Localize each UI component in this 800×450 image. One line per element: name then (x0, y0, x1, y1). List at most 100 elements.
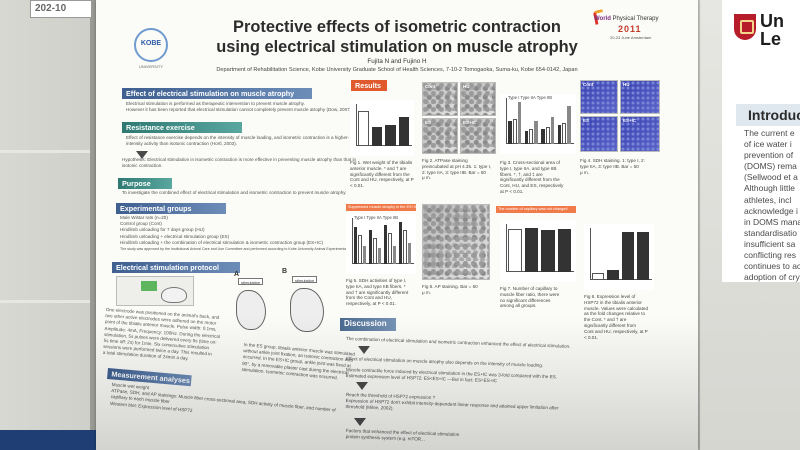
booth-panel-left: 202-10 (0, 0, 96, 450)
section-text-groups: Male Wistar rats (n=20) Control group (C… (120, 215, 360, 252)
chart-bar (354, 227, 358, 264)
fig1-wet-weight-chart (350, 100, 414, 156)
down-arrow-icon (358, 346, 370, 354)
fig5-legend: Type I Type IIA Type IIB (354, 215, 399, 220)
wpt-2011-logo: World Physical Therapy 2011 20-23 June A… (592, 8, 658, 42)
neighbor-poster (722, 0, 800, 282)
chart-bar (592, 272, 604, 280)
fig4-sdh-cont-image: Cont (580, 80, 618, 114)
poster-authors: Fujita N and Fujino H (367, 58, 427, 65)
leg-diagram-b (290, 288, 324, 332)
section-text-purpose: To investigate the combined effect of el… (122, 190, 347, 195)
discussion-step-4: Reach the threshold of HSP72 expression … (345, 392, 559, 412)
chart-bar (508, 120, 512, 144)
chart-bar (524, 228, 538, 272)
chart-bar (377, 248, 381, 264)
chart-bar (550, 116, 555, 144)
chart-bar (508, 229, 522, 272)
fig6-ap-staining-image (422, 204, 490, 280)
section-heading-effect-es: Effect of electrical stimulation on musc… (122, 88, 312, 99)
chart-bar (407, 243, 411, 264)
chart-bar (384, 224, 388, 264)
chart-bar (541, 129, 545, 144)
neighbor-poster-intro-heading: Introduc (736, 104, 800, 126)
down-arrow-icon (136, 151, 148, 159)
schematic-label-b: B (282, 268, 288, 275)
university-crest-icon (734, 14, 756, 40)
poster-title-line-1: Protective effects of isometric contract… (233, 18, 561, 36)
chart-bar (371, 127, 382, 146)
chart-bar (529, 129, 534, 144)
chart-bar (607, 270, 619, 280)
chart-bar (362, 245, 366, 264)
fig4-sdh-esic-image: ES+IC (620, 116, 660, 152)
chart-bar (545, 127, 550, 144)
section-heading-purpose: Purpose (118, 178, 172, 189)
down-arrow-icon (354, 418, 366, 426)
fig5-caption: Fig 5. SDH activities of type I, type II… (346, 278, 409, 307)
fig4-caption: Fig 4. SDH staining. 1: type I, 2: type … (580, 158, 645, 175)
section-heading-groups: Experimental groups (116, 203, 226, 214)
chart-bar (392, 245, 396, 264)
section-heading-discussion: Discussion (340, 318, 396, 331)
research-poster: KOBE UNIVERSITY World Physical Therapy 2… (96, 0, 698, 450)
fig3-legend: Type I Type IIA Type IIB (508, 95, 553, 100)
fig4-sdh-hu-image: HU (620, 80, 660, 114)
chart-bar (524, 131, 529, 144)
neighbor-poster-university: Un Le (760, 11, 784, 49)
chart-bar (388, 232, 392, 264)
hypothesis-text: Hypothesis: Electrical stimulation in is… (122, 157, 357, 169)
fig4-sdh-es-image: ES (580, 116, 618, 152)
fig7-capillary-ratio-chart (500, 220, 576, 282)
section-heading-es-protocol: Electrical stimulation protocol (112, 262, 240, 273)
neighbor-poster-intro-text: The current e of ice water i prevention … (744, 128, 800, 283)
results-highlight-tag-1: Suppressed muscle atrophy in the ES+IC g… (346, 204, 416, 211)
down-arrow-icon (356, 382, 368, 390)
fig8-caption: Fig 8. Expression level of HSP72 in the … (584, 294, 649, 340)
fig2-atpase-esic-image: ES+IC (460, 118, 496, 154)
chart-bar (557, 228, 571, 272)
chart-bar (358, 235, 362, 264)
poster-title-line-2: using electrical stimulation on muscle a… (216, 38, 578, 56)
section-text-measurement: Muscle wet weight ATPase, SDH, and AP st… (109, 382, 336, 413)
fig2-caption: Fig 2. ATPase staining preincubated at p… (422, 158, 492, 181)
chart-bar (373, 237, 377, 264)
poster-affiliation: Department of Rehabilitation Science, Ko… (216, 67, 578, 73)
discussion-step-5: Factors that enhanced the effect of elec… (345, 428, 460, 442)
chart-bar (637, 232, 649, 280)
chart-bar (541, 229, 555, 272)
chart-bar (369, 229, 373, 264)
fig5-sdh-activity-chart: Type I Type IIA Type IIB (346, 214, 416, 274)
leg-diagram-a (236, 290, 266, 330)
schematic-box-b: stimulation (292, 276, 318, 283)
fig3-caption: Fig 3. Cross-sectional area of type I, t… (500, 160, 564, 194)
schematic-box-a: stimulation (238, 278, 264, 285)
fig3-cross-sectional-area-chart: Type I Type IIA Type IIB (500, 94, 576, 154)
fig8-hsp72-chart (584, 224, 654, 290)
fig2-atpase-cont-image: Cont (422, 82, 458, 116)
chart-bar (562, 123, 567, 144)
fig7-caption: Fig 7. Number of capillary to muscle fib… (500, 286, 560, 309)
chart-bar (517, 102, 522, 144)
chart-bar (512, 118, 517, 144)
section-text-effect-es: Electrical stimulation is performed as t… (126, 101, 353, 113)
chart-bar (567, 106, 571, 144)
section-heading-resistance: Resistance exercise (122, 122, 242, 133)
kobe-university-logo: KOBE UNIVERSITY (134, 28, 168, 70)
fig2-atpase-es-image: ES (422, 118, 458, 154)
section-heading-results: Results (351, 80, 387, 91)
results-highlight-tag-2: The number of capillary was not changed (496, 206, 576, 213)
chart-bar (403, 229, 407, 264)
fig2-atpase-hu-image: HU (460, 82, 496, 116)
chart-bar (399, 222, 403, 264)
chart-bar (398, 116, 409, 146)
es-protocol-left-text: One electrode was positioned on the anim… (102, 307, 221, 362)
electrode-placement-figure (116, 276, 194, 306)
section-text-resistance: Effect of resistance exercise depends on… (126, 135, 350, 147)
chart-bar (385, 124, 396, 146)
fig1-caption: Fig 1. Wet weight of the tibialis anteri… (350, 160, 414, 189)
board-number-tag: 202-10 (30, 0, 92, 18)
chart-bar (358, 111, 369, 146)
schematic-label-a: A (234, 271, 240, 278)
chart-bar (622, 232, 634, 280)
